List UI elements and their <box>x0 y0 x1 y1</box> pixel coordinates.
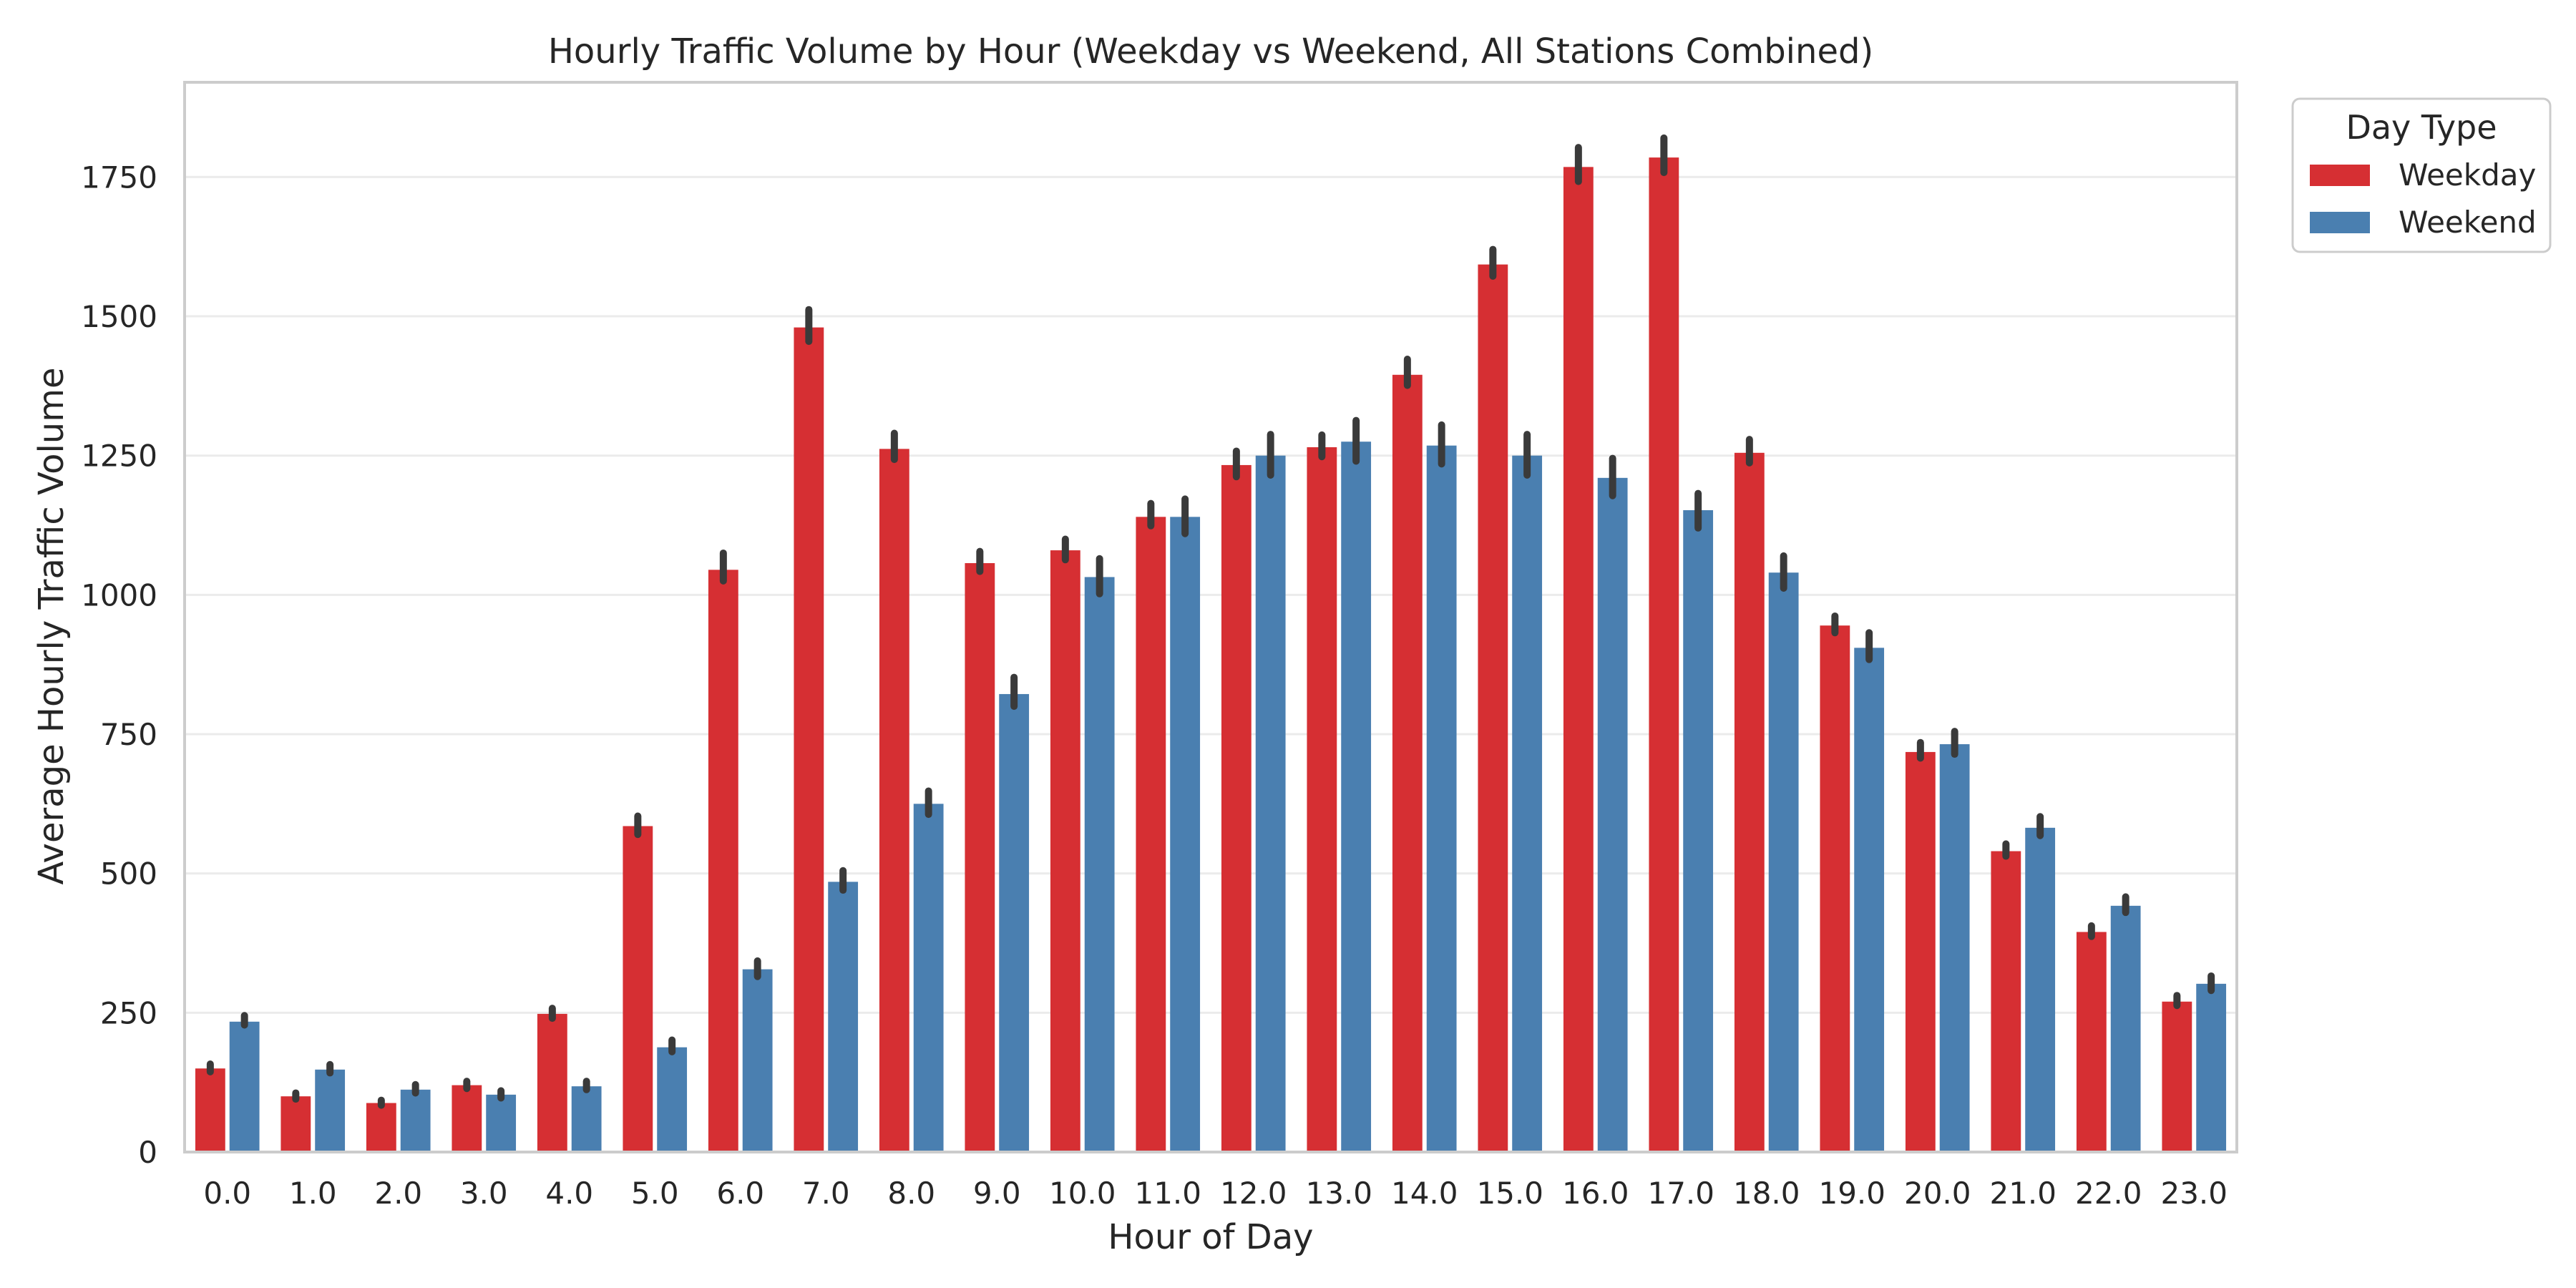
x-tick-label: 2.0 <box>374 1176 422 1211</box>
legend-label-weekend: Weekend <box>2399 205 2537 240</box>
y-axis-ticks: 0 250 500 750 1000 1250 1500 1750 <box>81 160 157 1170</box>
y-tick-label: 750 <box>100 717 157 752</box>
bar-weekday-3.0 <box>452 1085 482 1152</box>
bar-weekday-19.0 <box>1820 625 1850 1152</box>
bar-weekend-14.0 <box>1426 445 1457 1152</box>
y-tick-label: 0 <box>138 1135 157 1170</box>
x-tick-label: 6.0 <box>716 1176 764 1211</box>
bar-weekend-8.0 <box>913 804 944 1152</box>
y-tick-label: 1250 <box>81 439 157 474</box>
y-tick-label: 500 <box>100 857 157 892</box>
bar-weekend-22.0 <box>2110 905 2141 1152</box>
bar-weekday-11.0 <box>1136 517 1166 1152</box>
bar-weekend-3.0 <box>486 1094 517 1152</box>
bar-weekend-11.0 <box>1170 517 1201 1152</box>
bar-weekend-20.0 <box>1939 744 1970 1152</box>
bar-weekend-4.0 <box>571 1086 602 1152</box>
bar-weekday-13.0 <box>1307 447 1337 1152</box>
legend: Day Type Weekday Weekend <box>2291 97 2552 253</box>
bar-weekend-2.0 <box>400 1089 431 1152</box>
bar-weekday-21.0 <box>1991 851 2021 1152</box>
bar-weekday-1.0 <box>280 1096 311 1152</box>
bar-weekday-23.0 <box>2162 1001 2192 1152</box>
x-tick-label: 11.0 <box>1134 1176 1201 1211</box>
bar-weekday-0.0 <box>195 1068 225 1152</box>
bar-weekend-23.0 <box>2196 983 2227 1152</box>
legend-label-weekday: Weekday <box>2399 157 2536 192</box>
bar-weekend-12.0 <box>1255 455 1286 1152</box>
bar-weekend-18.0 <box>1768 572 1799 1152</box>
bar-weekday-18.0 <box>1734 452 1765 1152</box>
x-tick-label: 19.0 <box>1818 1176 1885 1211</box>
x-tick-label: 14.0 <box>1391 1176 1458 1211</box>
bar-weekday-6.0 <box>708 570 738 1152</box>
bar-weekend-21.0 <box>2025 827 2056 1152</box>
x-tick-label: 20.0 <box>1904 1176 1971 1211</box>
y-tick-label: 1750 <box>81 160 157 195</box>
bar-weekday-22.0 <box>2076 932 2107 1152</box>
x-axis-ticks: 0.0 1.0 2.0 3.0 4.0 5.0 6.0 7.0 8.0 9.0 10.0 11.0 12… <box>203 1176 2228 1211</box>
bar-weekend-9.0 <box>999 693 1030 1152</box>
bar-weekend-5.0 <box>657 1047 688 1152</box>
bar-weekend-16.0 <box>1597 477 1628 1152</box>
bar-weekday-20.0 <box>1905 751 1936 1152</box>
x-tick-label: 23.0 <box>2160 1176 2228 1211</box>
bar-weekend-7.0 <box>828 882 859 1152</box>
plot-frame <box>183 81 2238 1153</box>
y-tick-label: 1500 <box>81 299 157 334</box>
bar-weekday-12.0 <box>1221 464 1252 1152</box>
bar-weekend-15.0 <box>1512 455 1543 1152</box>
bar-weekend-0.0 <box>229 1021 260 1152</box>
x-tick-label: 18.0 <box>1733 1176 1800 1211</box>
x-tick-label: 22.0 <box>2075 1176 2142 1211</box>
x-tick-label: 9.0 <box>973 1176 1021 1211</box>
x-tick-label: 1.0 <box>289 1176 337 1211</box>
x-tick-label: 4.0 <box>545 1176 593 1211</box>
x-tick-label: 17.0 <box>1647 1176 1714 1211</box>
x-tick-label: 15.0 <box>1476 1176 1543 1211</box>
y-tick-label: 250 <box>100 995 157 1030</box>
gridlines <box>185 175 2237 1153</box>
x-tick-label: 8.0 <box>887 1176 935 1211</box>
bar-weekday-14.0 <box>1392 374 1423 1152</box>
bar-weekday-9.0 <box>965 562 995 1152</box>
x-tick-label: 16.0 <box>1562 1176 1629 1211</box>
y-axis-label: Average Hourly Traffic Volume <box>31 368 72 885</box>
legend-title: Day Type <box>2346 108 2497 147</box>
x-tick-label: 7.0 <box>802 1176 850 1211</box>
bar-weekend-10.0 <box>1084 577 1115 1152</box>
x-tick-label: 21.0 <box>1989 1176 2057 1211</box>
bar-weekend-6.0 <box>742 969 773 1152</box>
bar-weekday-4.0 <box>537 1013 567 1152</box>
legend-swatch-weekday <box>2310 165 2370 186</box>
chart-title: Hourly Traffic Volume by Hour (Weekday v… <box>548 31 1873 72</box>
bar-weekend-1.0 <box>315 1069 346 1152</box>
x-tick-label: 12.0 <box>1220 1176 1287 1211</box>
bar-weekend-17.0 <box>1683 510 1714 1152</box>
legend-swatch-weekend <box>2310 212 2370 233</box>
bar-weekday-15.0 <box>1478 264 1508 1152</box>
bar-weekday-10.0 <box>1050 550 1080 1152</box>
error-bars <box>206 134 2215 1109</box>
bar-weekday-16.0 <box>1563 167 1594 1153</box>
bar-weekday-2.0 <box>366 1103 396 1152</box>
x-axis-label: Hour of Day <box>1108 1217 1313 1257</box>
bars <box>195 157 2227 1153</box>
bar-weekday-17.0 <box>1649 157 1679 1152</box>
x-tick-label: 3.0 <box>460 1176 508 1211</box>
bar-weekend-13.0 <box>1341 441 1372 1152</box>
bar-weekday-8.0 <box>879 449 909 1152</box>
x-tick-label: 13.0 <box>1305 1176 1372 1211</box>
y-tick-label: 1000 <box>81 577 157 613</box>
x-tick-label: 5.0 <box>631 1176 679 1211</box>
bar-weekday-5.0 <box>623 826 653 1152</box>
x-tick-label: 0.0 <box>203 1176 251 1211</box>
bar-weekend-19.0 <box>1854 648 1885 1152</box>
bar-weekday-7.0 <box>794 327 824 1153</box>
x-tick-label: 10.0 <box>1049 1176 1116 1211</box>
